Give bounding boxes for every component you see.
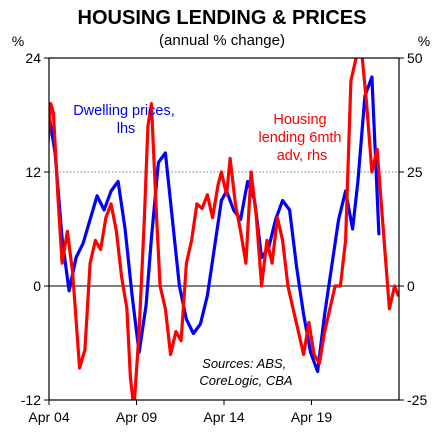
x-tick-label-2: Apr 14 [203, 409, 244, 425]
x-axis: Apr 04 Apr 09 Apr 14 Apr 19 [28, 400, 332, 425]
right-axis-unit: % [418, 33, 430, 49]
left-axis-unit: % [12, 33, 24, 49]
right-axis: 50 25 0 -25 [399, 50, 427, 408]
right-tick-label-2: 0 [407, 278, 415, 294]
dwelling-prices-label-line-1: Dwelling prices, [73, 103, 175, 119]
x-tick-label-1: Apr 09 [116, 409, 157, 425]
right-tick-label-1: 25 [407, 164, 423, 180]
x-tick-label-0: Apr 04 [28, 409, 69, 425]
chart-title: HOUSING LENDING & PRICES [78, 7, 367, 29]
left-tick-label-1: 12 [25, 164, 41, 180]
dwelling-prices-label-line-2: lhs [117, 121, 136, 137]
dwelling-prices-label: Dwelling prices, lhs [73, 103, 179, 137]
housing-lending-label-line-1: Housing [273, 112, 326, 128]
left-tick-label-3: -12 [21, 392, 41, 408]
left-axis: 24 12 0 -12 [21, 50, 49, 408]
housing-lending-label-line-2: lending 6mth [258, 130, 341, 146]
series-layer [49, 58, 399, 400]
sources-line-2: CoreLogic, CBA [199, 373, 292, 388]
sources-annotation: Sources: ABS, CoreLogic, CBA [199, 356, 292, 388]
housing-lending-label: Housing lending 6mth adv, rhs [258, 112, 345, 164]
dwelling-prices-line [49, 75, 381, 374]
housing-lending-line [49, 58, 399, 400]
right-tick-label-3: -25 [407, 392, 427, 408]
left-tick-label-0: 24 [25, 50, 41, 66]
sources-line-1: Sources: ABS, [202, 356, 286, 371]
right-tick-label-0: 50 [407, 50, 423, 66]
left-tick-label-2: 0 [33, 278, 41, 294]
housing-lending-label-line-3: adv, rhs [277, 148, 328, 164]
x-tick-label-3: Apr 19 [291, 409, 332, 425]
chart-subtitle: (annual % change) [159, 32, 285, 49]
